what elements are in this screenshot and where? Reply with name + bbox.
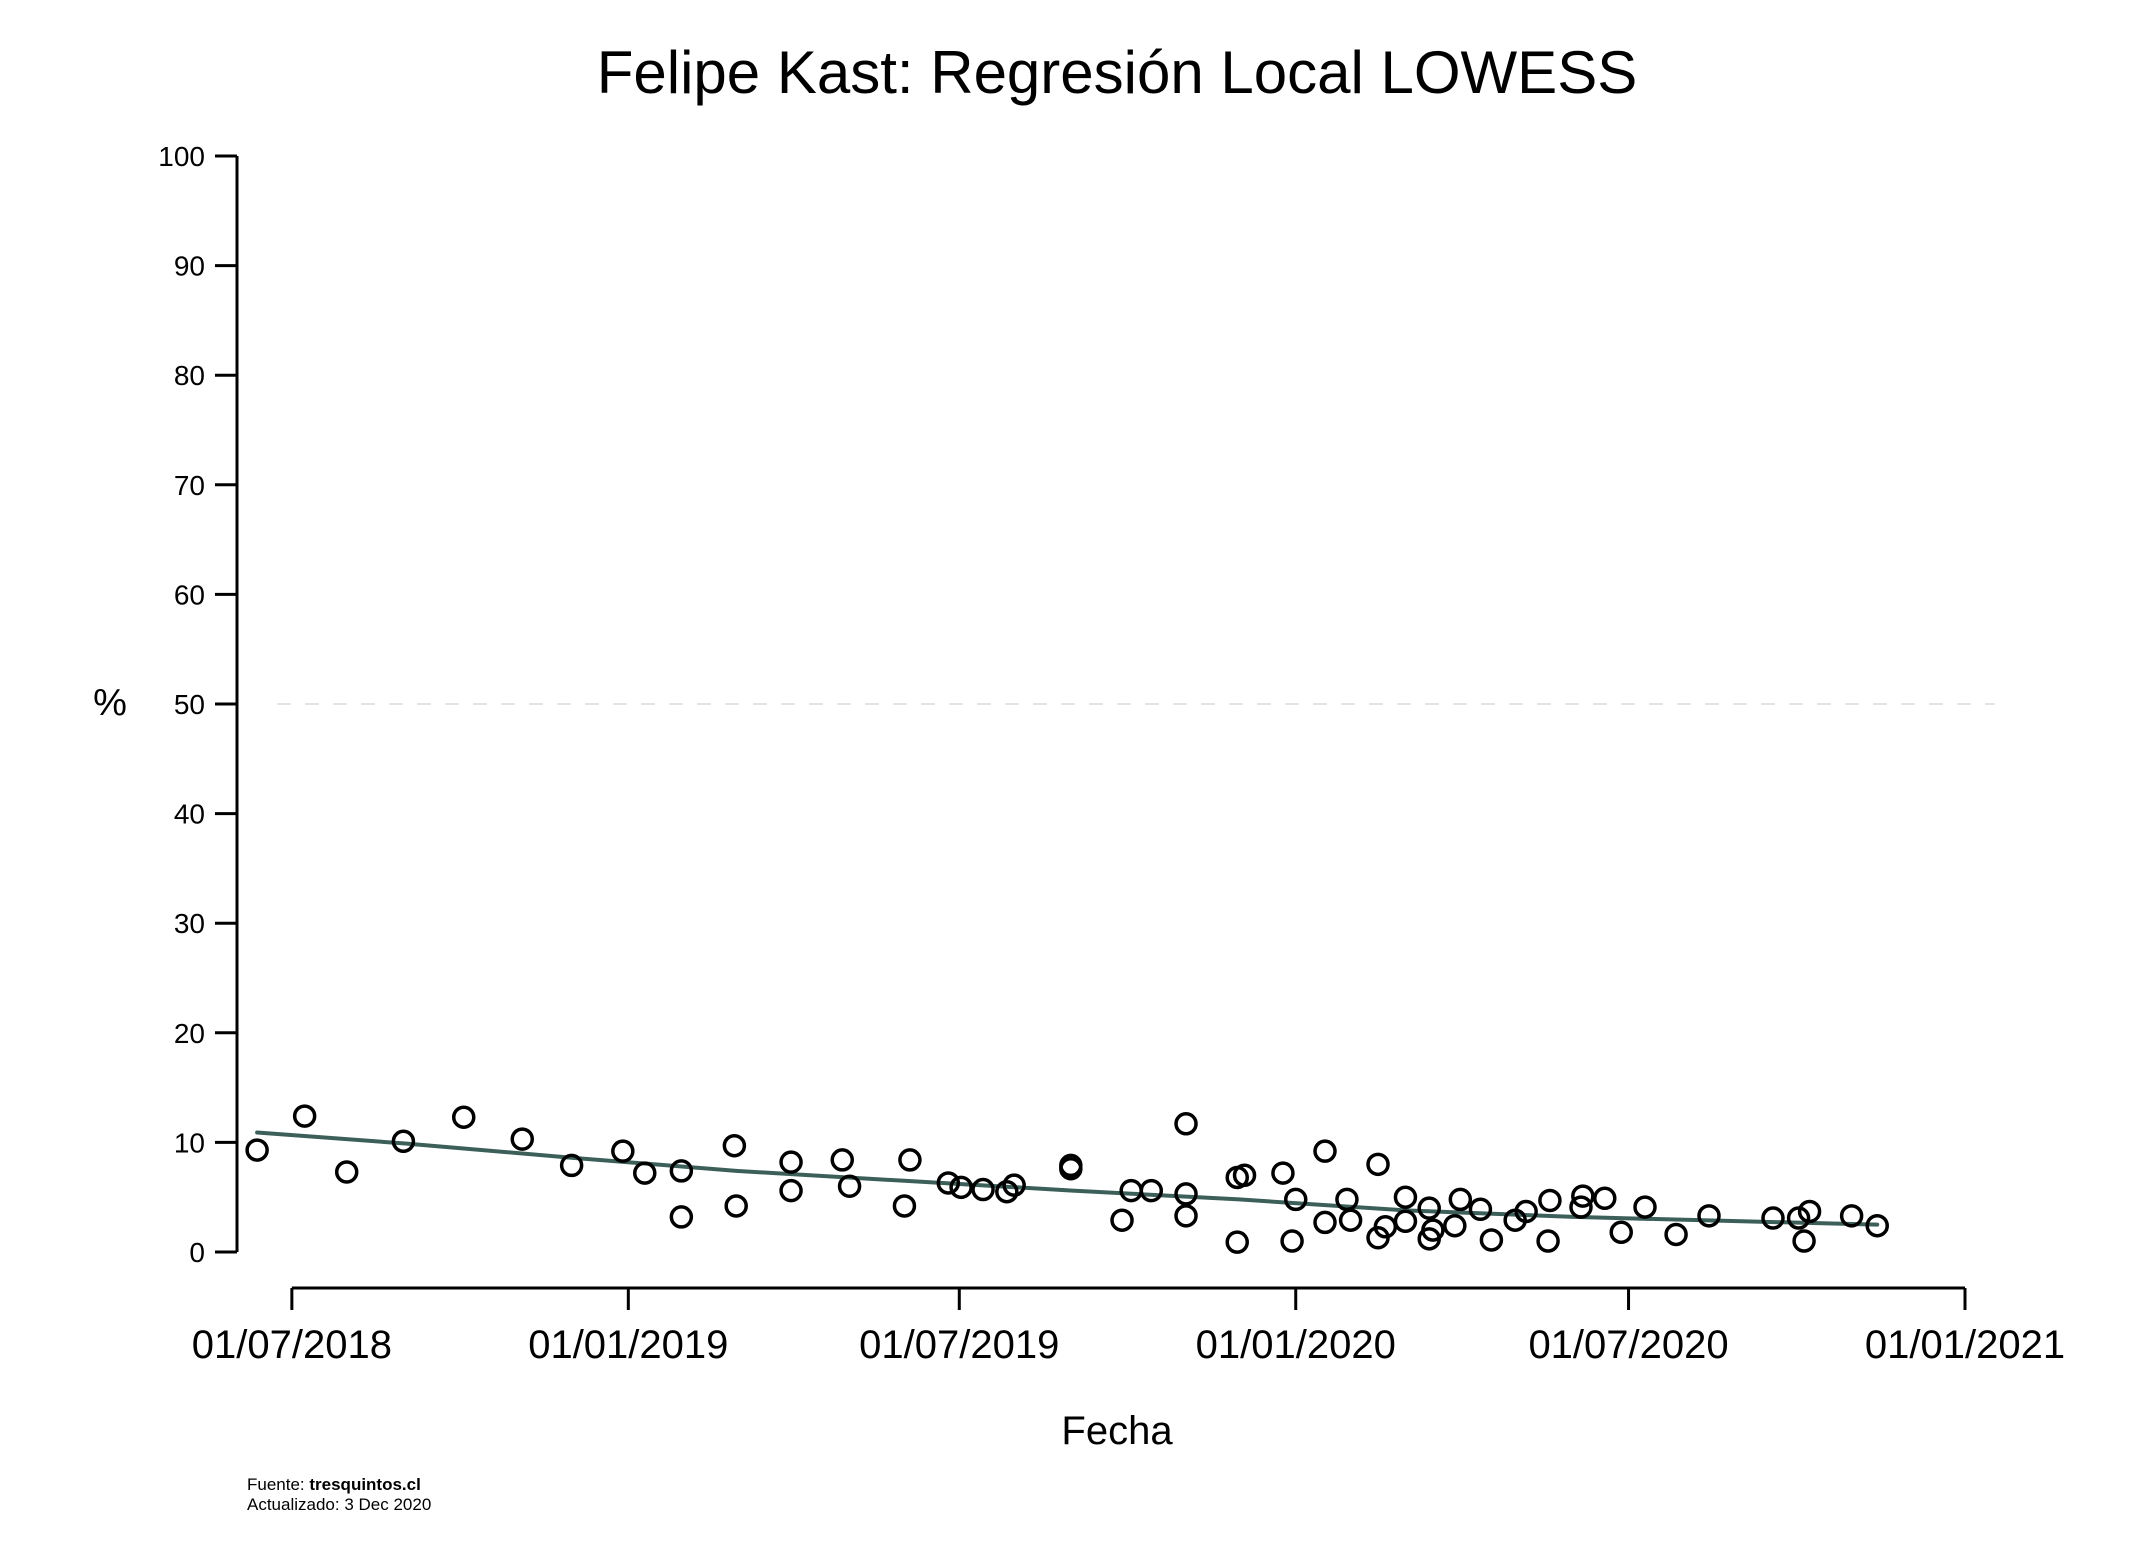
data-point — [898, 1148, 922, 1172]
data-point — [1443, 1213, 1467, 1238]
data-point — [391, 1129, 416, 1154]
y-tick-label: 70 — [174, 470, 205, 501]
data-point — [1280, 1229, 1304, 1253]
data-point — [1514, 1199, 1538, 1224]
data-point — [936, 1171, 961, 1195]
lowess-layer — [255, 1130, 1880, 1227]
y-tick-label: 100 — [158, 141, 205, 172]
x-tick-label: 01/07/2019 — [859, 1323, 1059, 1367]
data-point — [245, 1138, 269, 1162]
y-tick-label: 80 — [174, 360, 205, 391]
data-point — [1225, 1230, 1249, 1254]
footer-updated: Actualizado: 3 Dec 2020 — [247, 1495, 432, 1514]
chart-title: Felipe Kast: Regresión Local LOWESS — [597, 39, 1637, 106]
data-point — [837, 1174, 862, 1198]
y-tick-label: 50 — [174, 689, 205, 720]
data-point — [779, 1178, 803, 1203]
footer: Fuente: tresquintos.cl Actualizado: 3 De… — [247, 1475, 431, 1515]
data-point — [1538, 1188, 1562, 1213]
data-point — [1609, 1220, 1633, 1245]
data-point — [971, 1177, 995, 1202]
x-tick-label: 01/07/2020 — [1528, 1323, 1728, 1367]
data-point — [1271, 1161, 1295, 1185]
footer-source-label: Fuente: — [247, 1475, 310, 1494]
data-point — [1232, 1163, 1257, 1188]
data-point — [892, 1194, 917, 1218]
data-point — [633, 1161, 657, 1185]
x-axis-label: Fecha — [1061, 1409, 1173, 1453]
data-point — [1865, 1213, 1889, 1238]
data-point — [1059, 1153, 1083, 1178]
footer-source-value: tresquintos.cl — [309, 1475, 421, 1494]
data-point — [1421, 1218, 1445, 1242]
data-point — [669, 1205, 694, 1229]
data-point — [1571, 1184, 1595, 1208]
x-tick-label: 01/01/2021 — [1865, 1323, 2065, 1367]
footer-source: Fuente: tresquintos.cl — [247, 1475, 431, 1495]
x-axis: 01/07/2018 01/01/2019 01/07/2019 01/01/2020… — [192, 1286, 2065, 1367]
data-point — [334, 1160, 359, 1184]
y-tick-label: 40 — [174, 799, 205, 830]
data-point — [1569, 1195, 1593, 1219]
data-point — [995, 1179, 1019, 1204]
data-point — [559, 1153, 584, 1178]
data-point — [1174, 1204, 1198, 1228]
data-point — [510, 1127, 535, 1151]
data-point — [292, 1104, 317, 1128]
data-point — [1697, 1204, 1721, 1228]
data-point — [1313, 1210, 1337, 1235]
data-point — [830, 1148, 855, 1172]
data-point — [1479, 1228, 1504, 1252]
data-point — [1839, 1204, 1864, 1228]
y-tick-label: 60 — [174, 579, 205, 610]
x-tick-label: 01/01/2019 — [528, 1323, 728, 1367]
data-point — [1110, 1208, 1134, 1232]
y-tick-label: 90 — [174, 251, 205, 282]
data-point — [1366, 1152, 1390, 1177]
data-point — [611, 1139, 635, 1163]
y-tick-label: 0 — [189, 1237, 205, 1268]
x-tick-label: 01/01/2020 — [1196, 1323, 1396, 1367]
lowess-line — [255, 1130, 1880, 1227]
data-point — [1139, 1178, 1164, 1203]
data-point — [1393, 1209, 1418, 1234]
data-point — [669, 1159, 694, 1183]
data-point — [1792, 1229, 1816, 1253]
x-tick-label: 01/07/2018 — [192, 1323, 392, 1367]
y-tick-label: 20 — [174, 1018, 205, 1049]
data-point — [1393, 1185, 1418, 1209]
data-point — [1174, 1182, 1198, 1206]
data-point — [451, 1105, 476, 1129]
data-point — [1283, 1187, 1308, 1212]
data-point — [1002, 1173, 1026, 1197]
data-point — [1664, 1222, 1688, 1247]
data-point — [1797, 1199, 1822, 1224]
data-point — [1593, 1186, 1617, 1211]
points-layer — [245, 1104, 1889, 1254]
data-point — [722, 1133, 747, 1158]
data-point — [1338, 1208, 1363, 1232]
data-point — [1313, 1139, 1337, 1163]
y-axis-label: % — [93, 682, 127, 724]
data-point — [1448, 1187, 1473, 1212]
data-point — [1417, 1196, 1441, 1220]
data-point — [949, 1175, 973, 1200]
data-point — [1174, 1112, 1198, 1136]
data-point — [1633, 1195, 1657, 1219]
data-point — [1119, 1178, 1143, 1203]
y-axis: 0 10 20 30 40 50 60 70 80 90 100 — [158, 141, 239, 1268]
data-point — [779, 1150, 803, 1174]
data-point — [724, 1194, 748, 1218]
y-tick-label: 10 — [174, 1127, 205, 1158]
data-point — [1468, 1197, 1493, 1222]
data-point — [1536, 1229, 1560, 1253]
data-point — [1761, 1206, 1785, 1230]
y-tick-label: 30 — [174, 908, 205, 939]
